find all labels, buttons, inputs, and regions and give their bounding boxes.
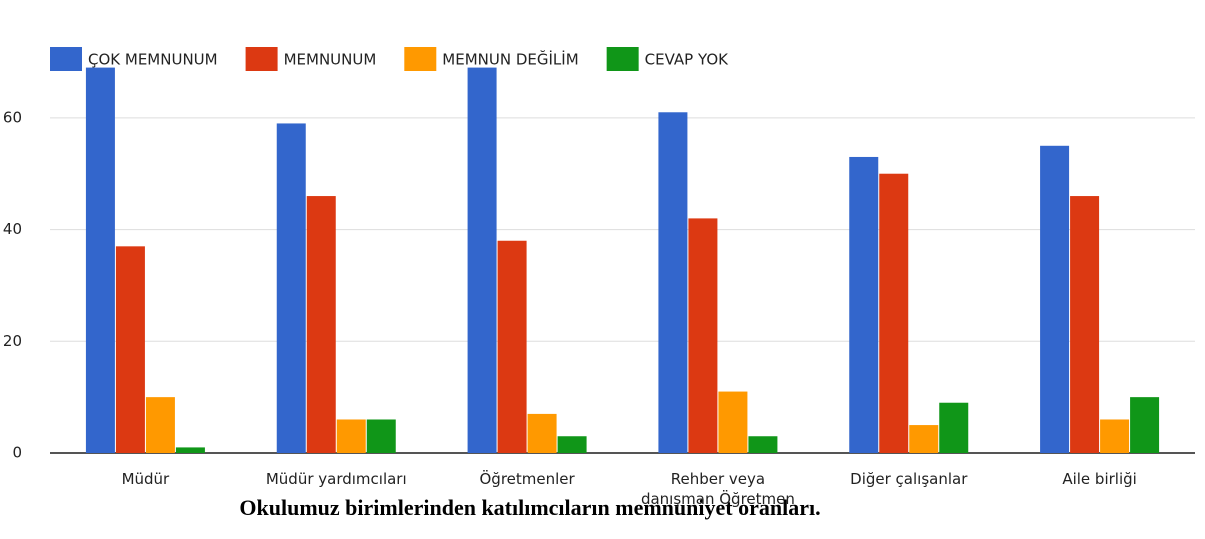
y-tick-label: 40 — [3, 220, 22, 238]
x-tick-label: Aile birliği — [1062, 470, 1136, 488]
bar — [366, 419, 396, 453]
x-tick-label: Öğretmenler — [479, 469, 575, 488]
x-tick-label: Diğer çalışanlar — [850, 470, 968, 488]
bar — [1040, 145, 1070, 454]
bar — [527, 413, 557, 453]
x-tick-label: Müdür — [122, 470, 170, 488]
bar — [1070, 196, 1100, 454]
bar — [175, 447, 205, 453]
bar — [115, 246, 145, 453]
bar — [336, 419, 366, 453]
bar — [909, 425, 939, 453]
y-tick-label: 60 — [3, 108, 22, 126]
bar — [497, 240, 527, 453]
bar — [306, 196, 336, 454]
bar — [1130, 397, 1160, 453]
x-tick-label: Rehber veya danışman Öğretmen — [641, 470, 795, 508]
legend-swatch — [606, 47, 639, 71]
legend-label: CEVAP YOK — [645, 51, 729, 69]
bar — [1100, 419, 1130, 453]
legend-label: MEMNUN DEĞİLİM — [442, 50, 578, 69]
legend-label: MEMNUNUM — [284, 51, 377, 69]
bar — [145, 397, 175, 453]
bar — [688, 218, 718, 453]
bar — [748, 436, 778, 453]
bar — [658, 112, 688, 454]
bar — [939, 402, 969, 453]
bar — [276, 123, 306, 453]
bar — [557, 436, 587, 453]
x-tick-label: Müdür yardımcıları — [266, 470, 407, 488]
chart-title: Okulumuz birimlerinden katılımcıların me… — [239, 495, 820, 520]
legend-swatch — [50, 47, 82, 71]
legend-swatch — [245, 47, 278, 71]
bar — [467, 67, 497, 453]
bar — [85, 67, 115, 453]
bar — [718, 391, 748, 453]
legend-label: ÇOK MEMNUNUM — [88, 51, 218, 69]
bar — [849, 156, 879, 453]
legend-swatch — [404, 47, 437, 71]
y-tick-label: 20 — [3, 332, 22, 350]
bar — [879, 173, 909, 453]
y-tick-label: 0 — [12, 444, 22, 462]
